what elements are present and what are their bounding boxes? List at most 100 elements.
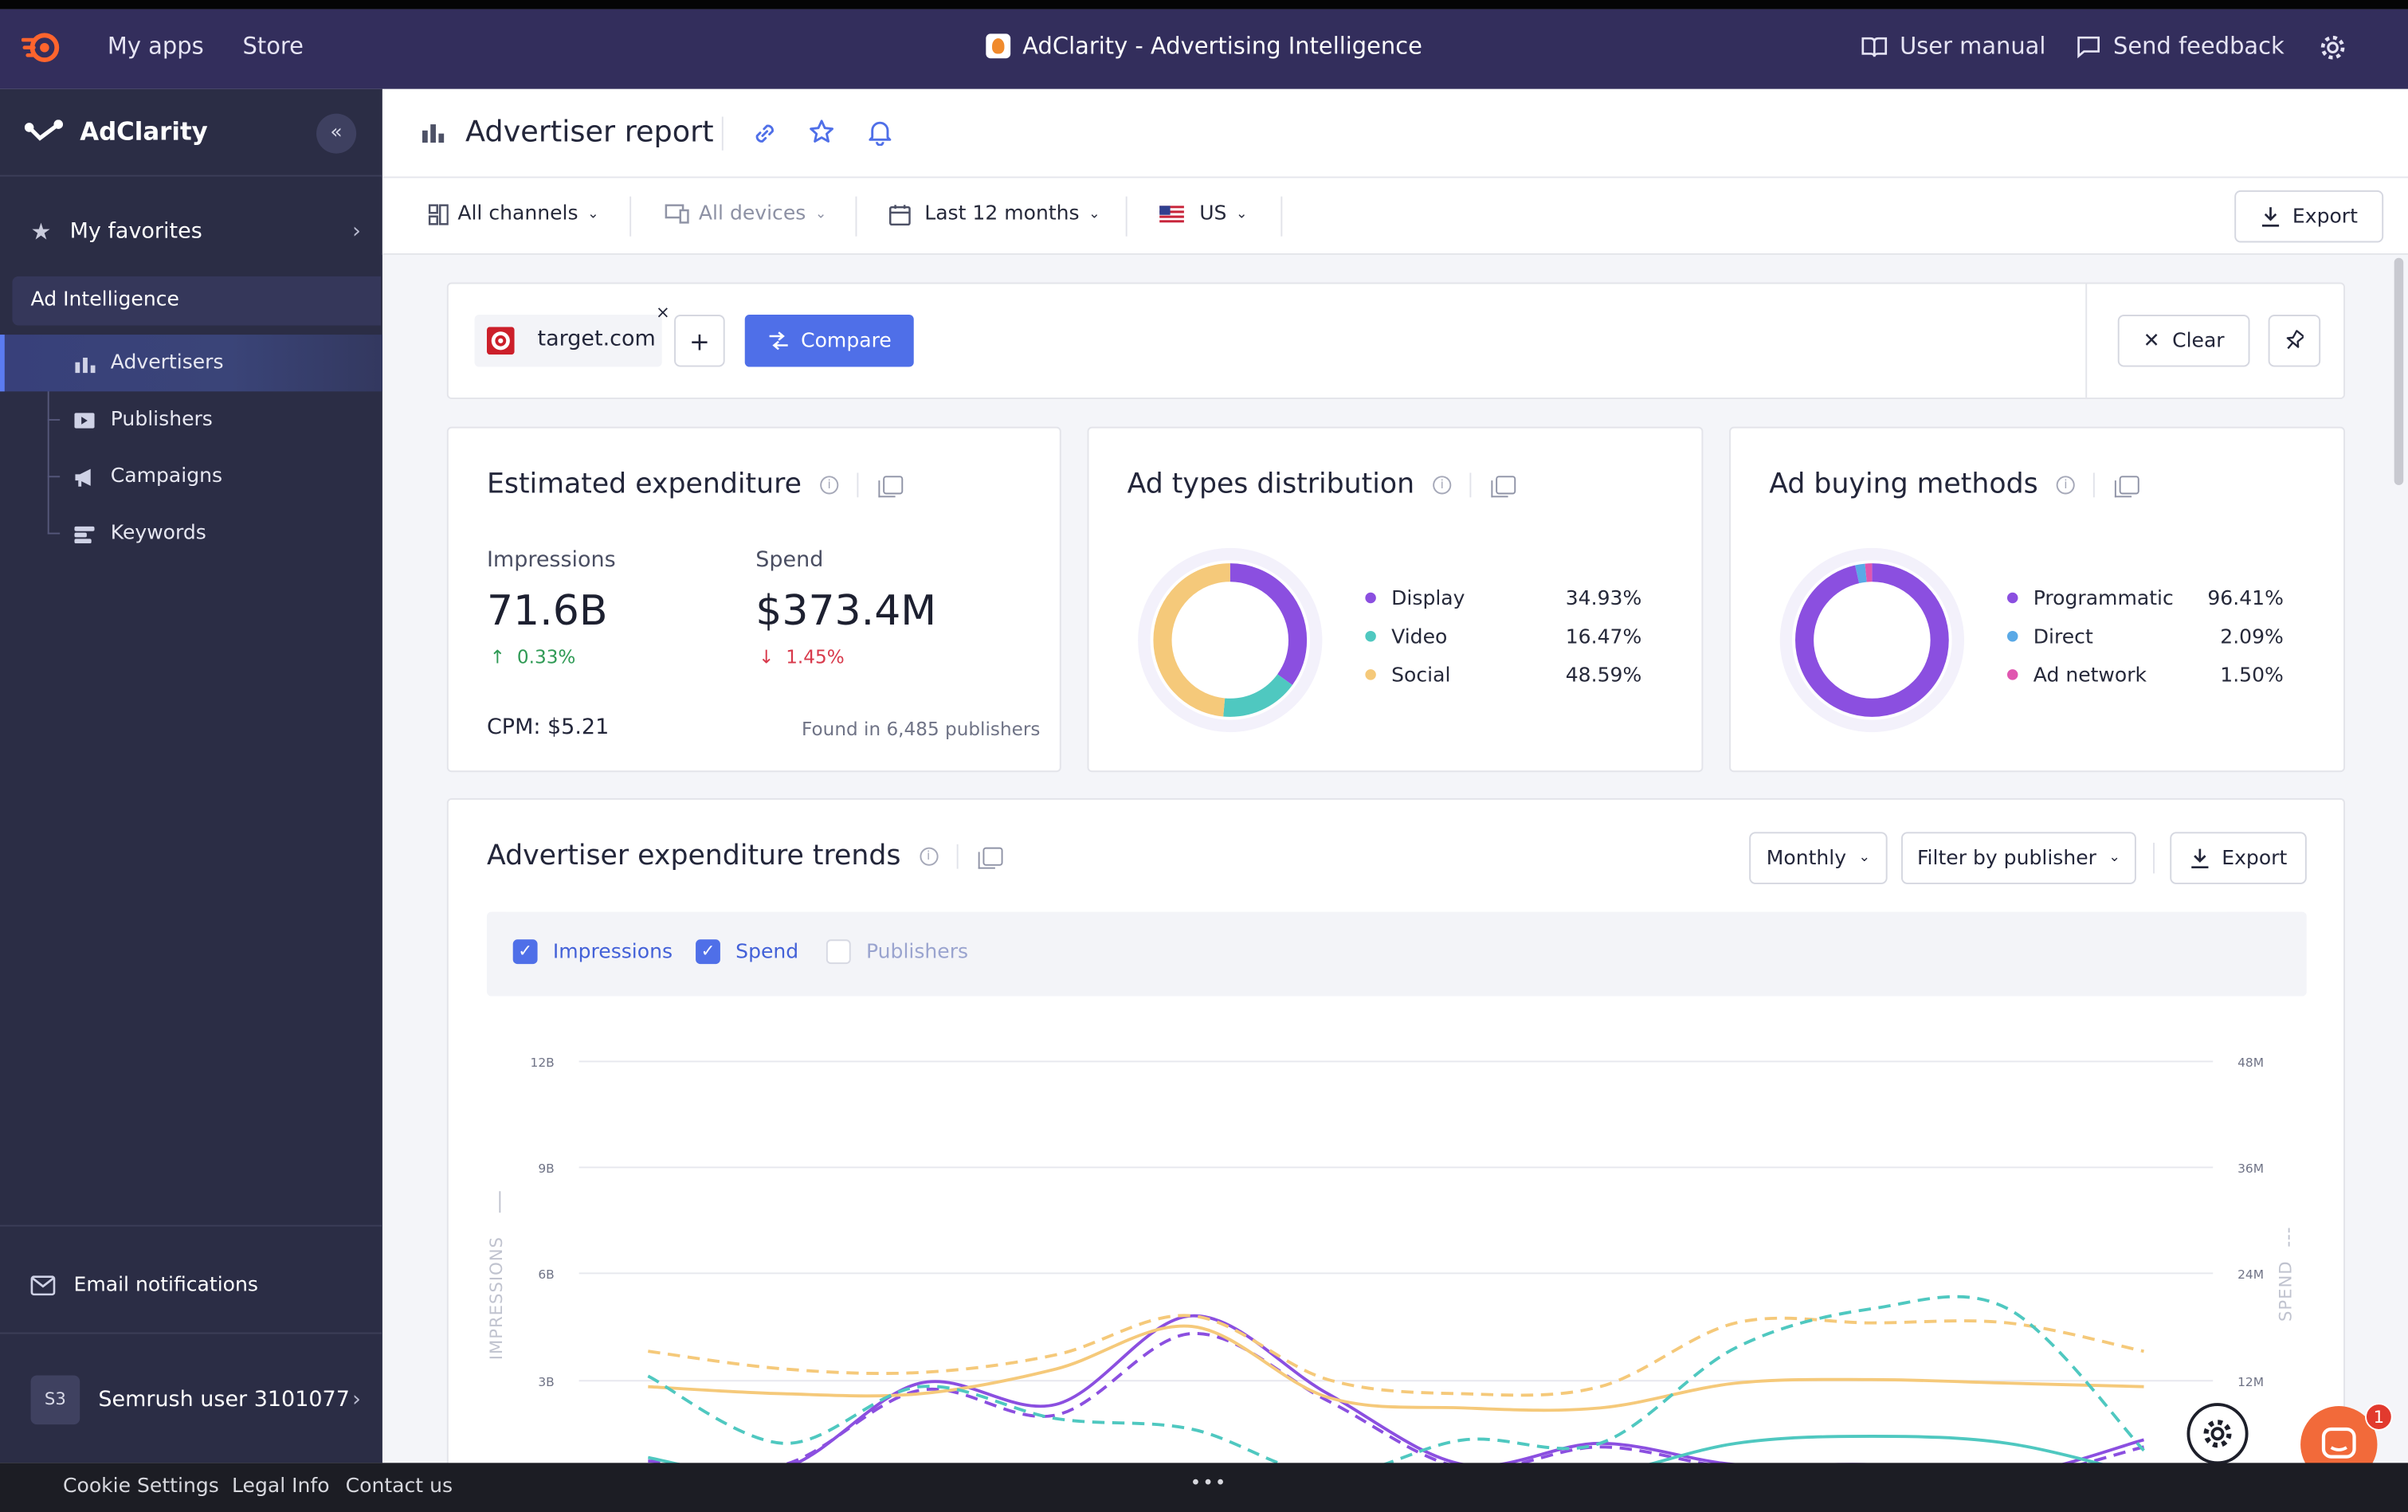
header-divider: [721, 116, 724, 151]
copy-icon[interactable]: [977, 846, 1002, 868]
floating-settings-button[interactable]: [2186, 1403, 2249, 1465]
sidebar-item-campaigns[interactable]: Campaigns: [0, 449, 382, 505]
period-dropdown[interactable]: Last 12 months ⌄: [889, 202, 1100, 225]
clear-button[interactable]: ✕ Clear: [2117, 315, 2250, 367]
filter-by-publisher-dropdown[interactable]: Filter by publisher ⌄: [1900, 832, 2136, 884]
page-scrollbar[interactable]: [2394, 257, 2404, 485]
legend-label: Direct: [2033, 626, 2093, 650]
chevron-down-icon: ⌄: [1858, 850, 1871, 866]
period-label: Last 12 months: [924, 202, 1080, 226]
legend-dot: [2006, 592, 2018, 604]
ad-buying-donut-chart: [1779, 547, 1965, 733]
granularity-dropdown[interactable]: Monthly ⌄: [1749, 832, 1888, 884]
info-icon[interactable]: i: [820, 475, 839, 494]
copy-icon[interactable]: [878, 475, 904, 497]
bell-icon[interactable]: [866, 118, 894, 147]
gridline: [578, 1060, 2214, 1063]
legal-info-link[interactable]: Legal Info: [232, 1475, 330, 1498]
adclarity-brand[interactable]: AdClarity: [24, 116, 208, 147]
info-icon[interactable]: i: [1433, 475, 1452, 494]
user-manual-link[interactable]: User manual: [1861, 32, 2046, 61]
footer-bar: Cookie Settings Legal Info Contact us ••…: [0, 1463, 2408, 1512]
brand-name: AdClarity: [80, 116, 208, 147]
info-icon[interactable]: i: [919, 846, 938, 865]
sidebar-section-ad-intelligence[interactable]: Ad Intelligence: [12, 276, 381, 326]
copy-icon[interactable]: [2115, 475, 2139, 497]
download-icon: [2261, 207, 2279, 227]
cpm-value: CPM: $5.21: [486, 715, 610, 740]
ad-types-slice-video[interactable]: [1153, 563, 1308, 717]
user-name: Semrush user 3101077: [98, 1387, 350, 1412]
channels-icon: [428, 203, 449, 225]
collapse-sidebar-button[interactable]: «: [316, 113, 357, 154]
publishers-checkbox[interactable]: Publishers: [826, 939, 968, 965]
legend-value: 34.93%: [1565, 588, 1642, 611]
calendar-icon: [889, 204, 911, 225]
remove-domain-button[interactable]: ×: [655, 302, 670, 323]
spend-value: $373.4M: [755, 588, 937, 636]
ad-buying-methods-title: Ad buying methods: [1769, 468, 2038, 501]
domain-chip[interactable]: target.com: [474, 315, 662, 367]
country-dropdown[interactable]: US ⌄: [1159, 202, 1248, 226]
ad-types-slice-social[interactable]: [1153, 563, 1308, 717]
add-domain-button[interactable]: +: [674, 315, 725, 367]
chevron-down-icon: ⌄: [2108, 850, 2120, 866]
sidebar-item-publishers[interactable]: Publishers: [0, 391, 382, 448]
store-link[interactable]: Store: [242, 32, 304, 61]
chevron-right-icon: ›: [352, 219, 361, 245]
channels-dropdown[interactable]: All channels ⌄: [428, 202, 599, 225]
export-button[interactable]: Export: [2234, 190, 2384, 243]
filter-divider: [1125, 196, 1128, 237]
impressions-checkbox[interactable]: ✓ Impressions: [512, 939, 673, 965]
sidebar-item-keywords[interactable]: Keywords: [0, 505, 382, 562]
legend-label: Programmatic: [2033, 588, 2174, 611]
my-apps-link[interactable]: My apps: [107, 32, 204, 61]
toolbar-divider: [2153, 842, 2155, 874]
chevron-down-icon: ⌄: [587, 206, 599, 222]
page-header: Advertiser report: [382, 88, 2408, 178]
spend-checkbox[interactable]: ✓ Spend: [696, 939, 799, 965]
my-favorites-item[interactable]: ★ My favorites ›: [31, 218, 361, 246]
settings-gear-icon[interactable]: [2319, 33, 2347, 61]
cookie-settings-link[interactable]: Cookie Settings: [63, 1475, 219, 1498]
impressions-label: Impressions: [486, 547, 616, 573]
chevron-down-icon: ⌄: [1236, 206, 1248, 222]
user-menu[interactable]: S3 Semrush user 3101077 ›: [30, 1375, 361, 1425]
legend-dot: [2006, 669, 2018, 680]
more-options-icon[interactable]: •••: [1190, 1471, 1228, 1494]
sidebar-item-advertisers[interactable]: Advertisers: [0, 335, 382, 392]
devices-dropdown[interactable]: All devices ⌄: [665, 202, 826, 226]
trends-export-button[interactable]: Export: [2170, 832, 2307, 884]
devices-label: All devices: [698, 202, 806, 226]
legend-item-social: Social 48.59%: [1365, 664, 1641, 687]
pin-button[interactable]: [2268, 315, 2321, 367]
star-icon[interactable]: [808, 118, 836, 146]
copy-icon[interactable]: [1491, 475, 1516, 497]
legend-dot: [1365, 669, 1376, 680]
gear-icon: [2203, 1420, 2232, 1448]
contact-us-link[interactable]: Contact us: [345, 1475, 453, 1498]
page-title: Advertiser report: [465, 115, 714, 149]
title-divider: [1469, 472, 1472, 497]
semrush-logo-icon[interactable]: [21, 31, 61, 65]
y-left-legend-line: [499, 1191, 501, 1213]
chat-icon: [2321, 1427, 2356, 1459]
y-left-tick: 12B: [530, 1056, 555, 1071]
email-notifications-item[interactable]: Email notifications: [30, 1274, 258, 1297]
info-icon[interactable]: i: [2056, 475, 2075, 494]
spend-change-value: 1.45%: [786, 646, 845, 668]
gridline: [578, 1166, 2214, 1169]
legend-item-display: Display 34.93%: [1365, 588, 1641, 611]
app-title: AdClarity - Advertising Intelligence: [0, 32, 2408, 60]
legend-label: Social: [1391, 664, 1451, 688]
country-label: US: [1199, 202, 1227, 226]
checkbox-label: Spend: [735, 940, 799, 964]
megaphone-icon: [75, 468, 91, 486]
compare-button[interactable]: Compare: [744, 315, 914, 367]
link-icon[interactable]: [751, 119, 778, 147]
send-feedback-link[interactable]: Send feedback: [2077, 32, 2284, 60]
user-manual-label: User manual: [1900, 32, 2046, 61]
buying-methods-slice-ad-network[interactable]: [1795, 563, 1949, 717]
legend-label: Ad network: [2033, 664, 2147, 688]
